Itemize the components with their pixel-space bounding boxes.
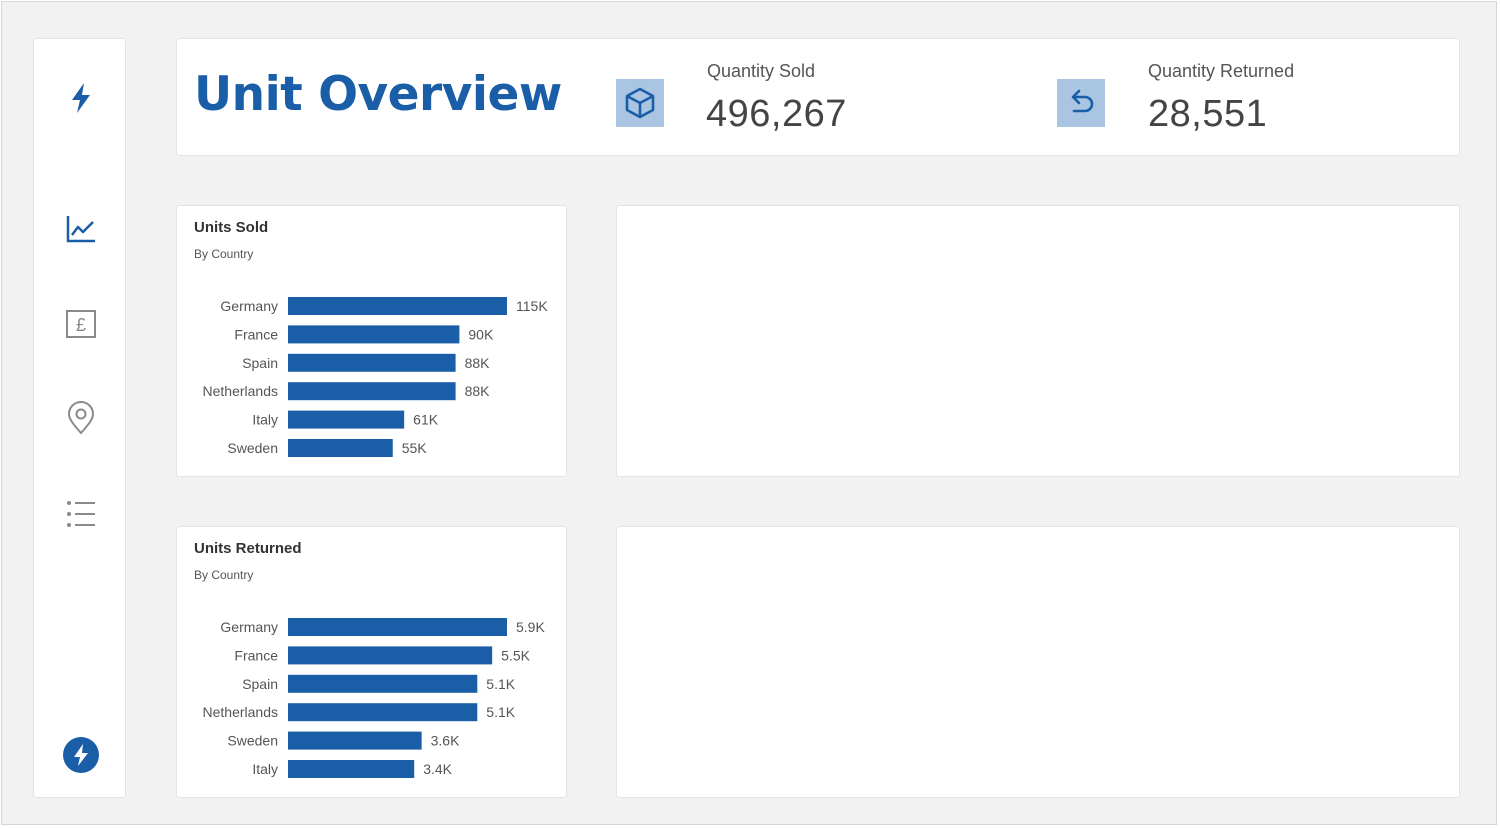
category-label: Sweden: [227, 440, 278, 456]
category-label: Italy: [252, 761, 278, 777]
list-icon[interactable]: [64, 497, 98, 531]
data-label: 5.1K: [486, 676, 515, 692]
data-label: 55K: [402, 440, 428, 456]
data-label: 61K: [413, 412, 439, 428]
empty-visual-placeholder-bottom: [616, 526, 1460, 798]
category-label: Netherlands: [203, 704, 279, 720]
bar-sweden[interactable]: [288, 731, 422, 750]
data-label: 88K: [465, 383, 491, 399]
units-returned-bar-chart: Germany 5.9K France 5.5K Spain 5.1K Netherland…: [203, 618, 545, 778]
category-label: Germany: [220, 298, 278, 314]
location-pin-icon[interactable]: [64, 401, 98, 435]
category-label: Italy: [252, 412, 278, 428]
quantity-returned-value: 28,551: [1148, 93, 1268, 135]
category-label: Spain: [242, 355, 278, 371]
empty-visual-placeholder-top: [616, 205, 1460, 477]
bar-netherlands[interactable]: [288, 382, 456, 401]
line-chart-icon[interactable]: [64, 212, 98, 246]
category-label: Germany: [220, 619, 278, 635]
quantity-returned-label: Quantity Returned: [1148, 61, 1295, 81]
chart-title: Units Returned: [194, 540, 302, 557]
category-label: Netherlands: [203, 383, 279, 399]
chart-subtitle: By Country: [194, 247, 254, 261]
bar-italy[interactable]: [288, 760, 415, 778]
bar-italy[interactable]: [288, 410, 405, 429]
bar-germany[interactable]: [288, 618, 507, 636]
bar-netherlands[interactable]: [288, 703, 478, 722]
data-label: 88K: [465, 355, 491, 371]
category-label: France: [234, 647, 278, 663]
cube-icon: [616, 79, 664, 127]
lightning-icon[interactable]: [64, 81, 98, 115]
lightning-circle-icon[interactable]: [62, 736, 100, 774]
data-label: 90K: [468, 326, 494, 342]
units-sold-chart-card: Units Sold By Country Germany 115K France 9…: [176, 205, 567, 477]
units-returned-chart-card: Units Returned By Country Germany 5.9K Fra…: [176, 526, 567, 798]
bar-spain[interactable]: [288, 353, 456, 372]
return-arrow-icon: [1057, 79, 1105, 127]
units-sold-bar-chart: Germany 115K France 90K Spain 88K Netherlands 8…: [203, 297, 548, 457]
bar-france[interactable]: [288, 325, 460, 344]
data-label: 115K: [516, 298, 548, 314]
sidebar-nav: £: [33, 38, 126, 798]
bar-germany[interactable]: [288, 297, 507, 315]
bar-sweden[interactable]: [288, 439, 393, 457]
category-label: Spain: [242, 676, 278, 692]
bar-spain[interactable]: [288, 674, 478, 693]
quantity-sold-value: 496,267: [706, 93, 847, 135]
data-label: 5.5K: [501, 647, 530, 663]
header-banner: Unit Overview Quantity Sold 496,267 Quan…: [176, 38, 1460, 156]
svg-text:£: £: [76, 315, 86, 335]
bar-france[interactable]: [288, 646, 493, 665]
category-label: France: [234, 326, 278, 342]
quantity-sold-label: Quantity Sold: [707, 61, 816, 81]
category-label: Sweden: [227, 733, 278, 749]
page-title: Unit Overview: [194, 67, 562, 122]
data-label: 5.1K: [486, 704, 515, 720]
chart-title: Units Sold: [194, 219, 269, 236]
data-label: 3.6K: [431, 733, 460, 749]
pound-currency-icon[interactable]: £: [64, 307, 98, 341]
data-label: 3.4K: [423, 761, 452, 777]
chart-subtitle: By Country: [194, 568, 254, 582]
data-label: 5.9K: [516, 619, 545, 635]
